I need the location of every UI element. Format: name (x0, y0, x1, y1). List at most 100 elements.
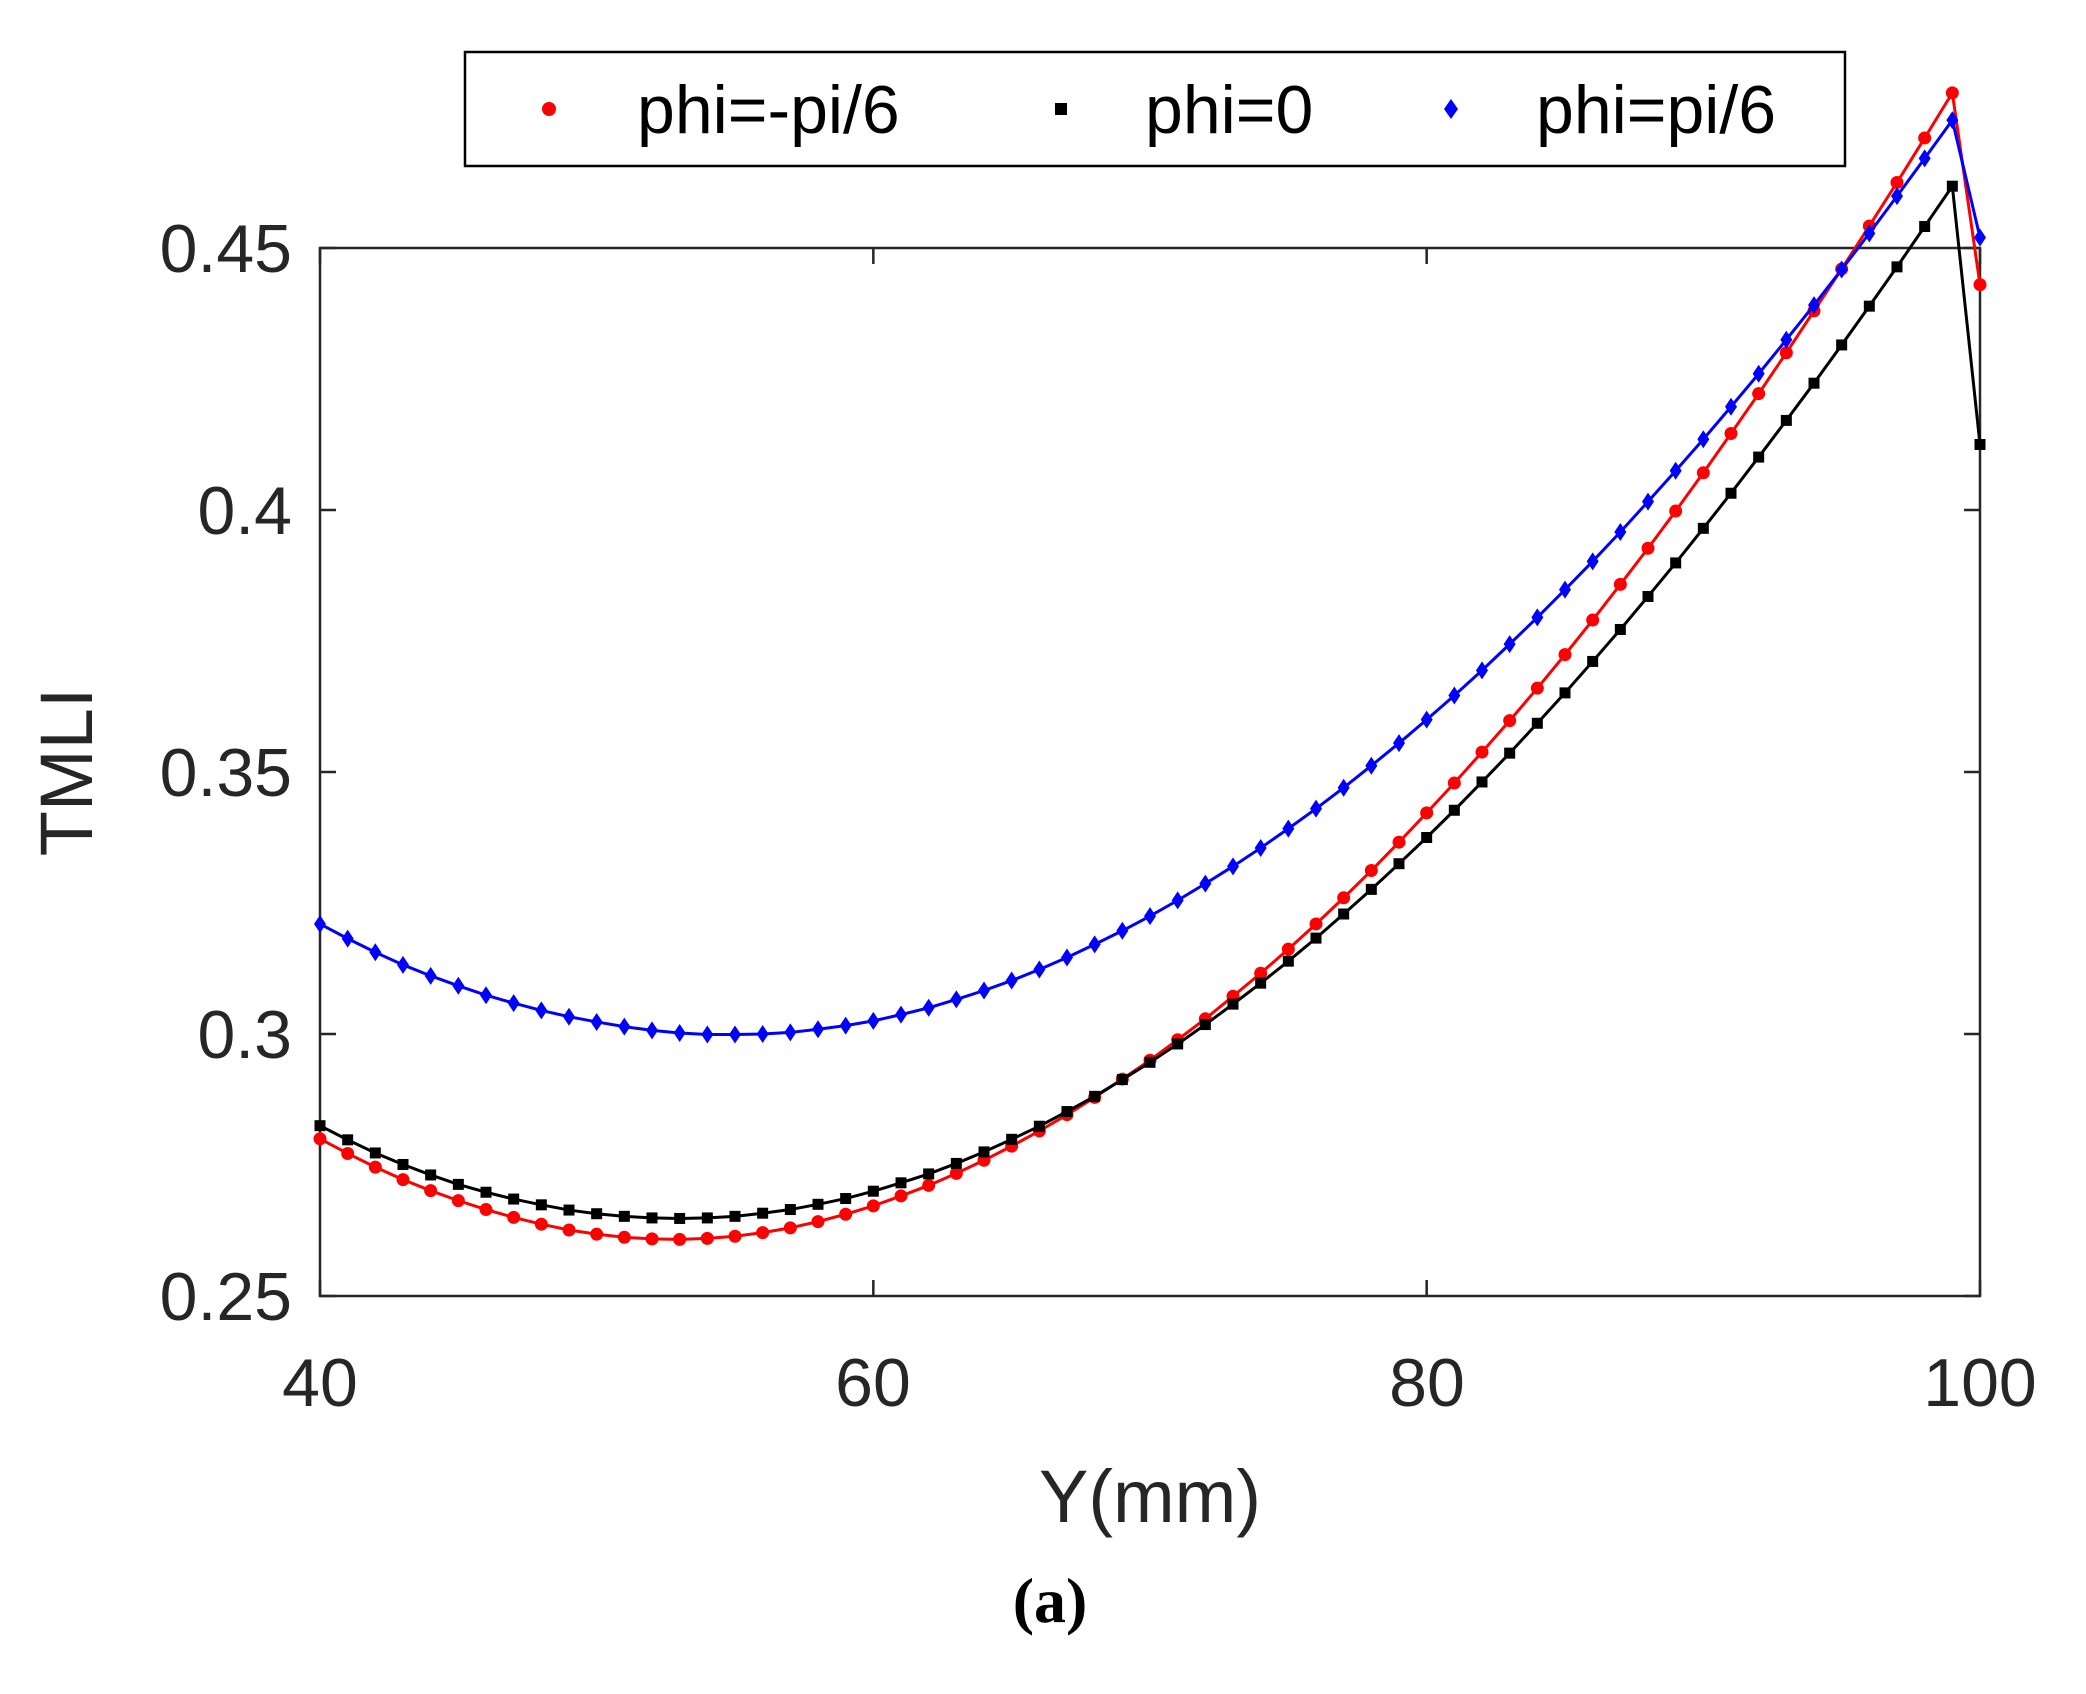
y-tick-label: 0.25 (160, 1259, 292, 1335)
data-point-circle (507, 1210, 521, 1224)
data-point-diamond (1393, 734, 1405, 753)
data-point-diamond (1282, 819, 1295, 838)
data-point-diamond (1144, 907, 1156, 926)
data-point-circle (1752, 387, 1766, 401)
data-point-circle (783, 1221, 797, 1235)
data-point-square (1614, 623, 1626, 635)
data-point-circle (1586, 613, 1600, 627)
data-point-diamond (1808, 296, 1820, 315)
data-point-circle (617, 1230, 631, 1244)
data-point-square (978, 1146, 990, 1158)
data-point-diamond (1642, 492, 1654, 511)
data-point-square (1946, 180, 1958, 192)
data-point-diamond (1918, 149, 1931, 168)
series-2 (314, 111, 1986, 1044)
data-point-diamond (784, 1023, 797, 1042)
legend-marker-square (1055, 103, 1067, 115)
data-point-square (1282, 955, 1294, 967)
data-point-square (867, 1185, 879, 1197)
data-point-circle (1669, 504, 1683, 518)
data-point-diamond (1116, 921, 1129, 940)
data-point-diamond (673, 1023, 686, 1042)
data-point-square (674, 1212, 686, 1224)
x-tick-labels: 40 60 80 100 (282, 1345, 2037, 1421)
data-point-square (1531, 717, 1543, 729)
y-tick-label: 0.3 (197, 997, 292, 1073)
data-point-circle (1890, 176, 1904, 189)
legend: phi=-pi/6 phi=0 phi=pi/6 (463, 50, 1847, 168)
data-point-diamond (1835, 260, 1848, 279)
data-point-circle (949, 1166, 963, 1180)
data-point-circle (728, 1229, 742, 1243)
data-point-square (369, 1147, 381, 1159)
data-point-circle (1724, 426, 1738, 440)
data-point-diamond (369, 943, 382, 962)
data-point-diamond (867, 1011, 880, 1030)
data-point-square (895, 1177, 907, 1189)
data-point-diamond (1725, 397, 1737, 416)
data-point-square (1587, 655, 1599, 667)
data-point-circle (1420, 806, 1434, 820)
data-point-circle (1530, 681, 1544, 695)
data-point-square (1144, 1056, 1156, 1068)
data-point-square (1061, 1106, 1073, 1118)
data-point-diamond (756, 1025, 769, 1043)
data-point-circle (1309, 917, 1323, 931)
data-point-circle (1475, 745, 1489, 759)
data-point-square (1006, 1133, 1018, 1145)
data-point-square (1393, 858, 1405, 870)
data-point-diamond (701, 1025, 714, 1044)
y-tick-label: 0.35 (160, 735, 292, 811)
data-point-square (508, 1193, 520, 1205)
data-point-square (1863, 300, 1875, 312)
data-point-diamond (1669, 461, 1682, 480)
data-point-diamond (424, 966, 437, 985)
data-point-square (314, 1120, 326, 1132)
data-point-circle (1254, 966, 1268, 980)
data-point-diamond (590, 1012, 603, 1031)
data-point-circle (1973, 278, 1987, 292)
data-point-diamond (1005, 971, 1018, 990)
data-point-diamond (1946, 111, 1959, 130)
data-point-square (480, 1186, 492, 1198)
data-point-square (1808, 377, 1820, 389)
data-point-diamond (618, 1017, 631, 1036)
data-point-circle (1392, 835, 1406, 849)
y-tick-label: 0.45 (160, 211, 292, 287)
data-point-diamond (314, 914, 326, 933)
data-point-square (452, 1178, 464, 1190)
data-point-diamond (1531, 608, 1544, 627)
x-tick-label: 80 (1389, 1345, 1465, 1421)
data-point-diamond (646, 1021, 658, 1040)
axis-ticks (318, 246, 1982, 1298)
data-point-circle (1641, 541, 1655, 555)
data-point-circle (866, 1199, 880, 1213)
data-point-circle (368, 1160, 382, 1174)
data-point-square (840, 1193, 852, 1205)
data-point-square (812, 1198, 824, 1210)
data-point-square (563, 1204, 575, 1216)
data-point-square (1199, 1019, 1211, 1031)
data-point-diamond (1697, 430, 1710, 449)
data-point-square (1448, 804, 1460, 816)
data-point-circle (1281, 942, 1295, 956)
data-point-diamond (1614, 523, 1627, 542)
data-point-square (1642, 590, 1654, 602)
data-point-circle (1779, 346, 1793, 360)
data-point-square (646, 1212, 658, 1224)
data-point-diamond (1586, 552, 1599, 571)
data-point-square (1670, 557, 1682, 569)
data-point-diamond (535, 1001, 548, 1020)
data-point-diamond (1365, 756, 1378, 775)
data-point-diamond (1061, 948, 1073, 967)
data-point-square (591, 1208, 603, 1220)
data-point-square (1116, 1074, 1128, 1086)
data-point-square (1559, 687, 1571, 699)
data-point-square (1753, 451, 1765, 463)
data-point-diamond (1171, 891, 1184, 910)
data-point-square (618, 1210, 630, 1222)
data-point-square (1227, 998, 1239, 1010)
data-point-square (342, 1134, 354, 1146)
data-point-diamond (1448, 686, 1461, 705)
data-point-diamond (922, 998, 935, 1017)
